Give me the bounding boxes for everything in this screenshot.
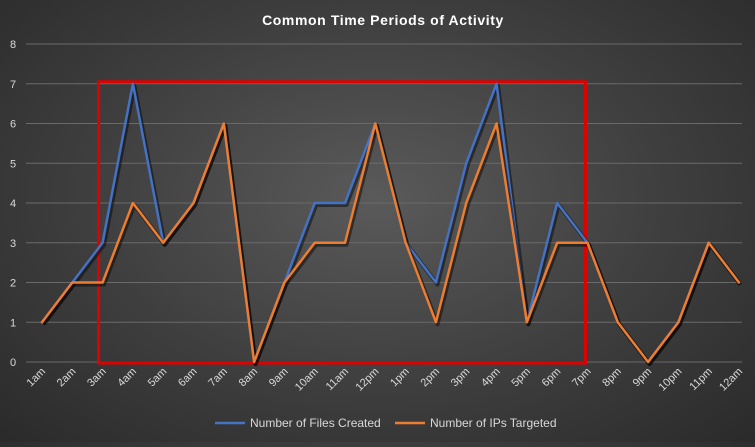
x-tick-label: 8pm	[600, 366, 624, 390]
y-tick-label: 6	[10, 119, 16, 131]
x-tick-label: 5am	[146, 366, 170, 390]
x-tick-label: 6pm	[540, 366, 564, 390]
x-tick-label: 9am	[267, 366, 291, 390]
y-tick-label: 2	[10, 278, 16, 290]
series-line-1	[40, 122, 741, 364]
x-tick-label: 2am	[55, 366, 79, 390]
highlight-rectangle	[97, 80, 587, 365]
x-tick-label: 3am	[85, 366, 109, 390]
x-tick-label: 7am	[206, 366, 230, 390]
x-tick-label: 4am	[115, 366, 139, 390]
y-tick-label: 4	[10, 198, 16, 210]
x-tick-label: 4pm	[479, 366, 503, 390]
y-tick-label: 3	[10, 238, 16, 250]
x-tick-label: 11am	[324, 366, 351, 393]
x-tick-label: 11pm	[687, 366, 714, 393]
y-tick-label: 7	[10, 79, 16, 91]
gridlines	[26, 43, 742, 363]
legend-label-0: Number of Files Created	[250, 416, 381, 430]
x-axis-ticks: 1am 2am 3am 4am 5am 6am 7am 8am 9am 10am 11am 12pm 1…	[24, 366, 745, 394]
legend-label-1: Number of IPs Targeted	[430, 416, 557, 430]
x-tick-label: 12pm	[354, 366, 382, 394]
y-axis-ticks: 0 1 2 3 4 5 6 7 8	[10, 39, 16, 369]
x-tick-label: 1pm	[388, 366, 412, 390]
x-tick-label: 5pm	[509, 366, 533, 390]
series-lines	[40, 82, 743, 366]
x-tick-label: 3pm	[449, 366, 473, 390]
y-tick-label: 0	[10, 357, 16, 369]
highlight-box	[97, 80, 587, 365]
x-tick-label: 1am	[24, 366, 48, 390]
y-tick-label: 1	[10, 317, 16, 329]
x-tick-label: 10am	[293, 366, 321, 394]
x-tick-label: 9pm	[631, 366, 655, 390]
x-tick-label: 10pm	[657, 366, 685, 394]
y-tick-label: 5	[10, 158, 16, 170]
x-tick-label: 7pm	[570, 366, 594, 390]
x-tick-label: 8am	[237, 366, 261, 390]
x-tick-label: 6am	[176, 366, 200, 390]
chart-title: Common Time Periods of Activity	[262, 12, 504, 28]
y-tick-label: 8	[10, 39, 16, 51]
x-tick-label: 2pm	[418, 366, 442, 390]
legend: Number of Files Created Number of IPs Tar…	[215, 416, 557, 430]
x-tick-label: 12am	[717, 366, 745, 394]
